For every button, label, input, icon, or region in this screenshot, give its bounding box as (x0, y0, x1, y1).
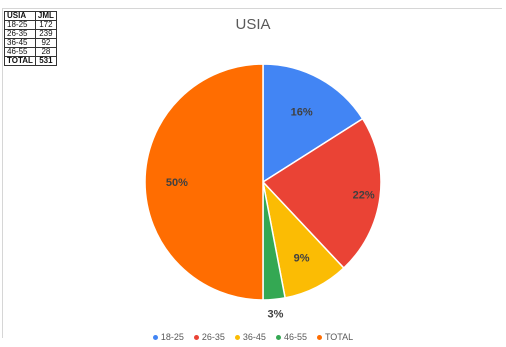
legend-label: 46-55 (283, 332, 307, 342)
legend-item: 36-45 (234, 332, 266, 342)
legend-swatch-icon (234, 334, 240, 340)
legend-item: 26-35 (193, 332, 225, 342)
legend-label: 18-25 (160, 332, 184, 342)
chart-title: USIA (235, 16, 271, 33)
chart-frame-top (2, 8, 502, 9)
data-table: USIA JML 18-25 172 26-35 239 36-45 92 46… (4, 11, 57, 66)
legend-label: 36-45 (242, 332, 266, 342)
pie-data-label: 9% (294, 253, 310, 265)
pie-data-label: 50% (166, 177, 188, 189)
chart-legend: 18-25 26-35 36-45 46-55 TOTAL (0, 332, 506, 342)
pie-slice-total (144, 63, 264, 301)
legend-item: 18-25 (152, 332, 184, 342)
table-cell-jml: 531 (34, 56, 57, 66)
legend-swatch-icon (275, 334, 281, 340)
pie-data-label: 22% (353, 190, 375, 202)
table-row-total: TOTAL 531 (4, 56, 57, 66)
pie-slice-18-25 (262, 63, 364, 184)
pie-slice-26-35 (261, 117, 382, 270)
legend-swatch-icon (316, 334, 322, 340)
legend-swatch-icon (193, 334, 199, 340)
pie-data-label: 16% (291, 107, 313, 119)
pie-data-label: 3% (267, 309, 283, 321)
legend-label: 26-35 (201, 332, 225, 342)
legend-item: 46-55 (275, 332, 307, 342)
legend-swatch-icon (152, 334, 158, 340)
chart-frame-left (2, 8, 3, 338)
legend-label: TOTAL (324, 332, 354, 342)
legend-item: TOTAL (316, 332, 354, 342)
